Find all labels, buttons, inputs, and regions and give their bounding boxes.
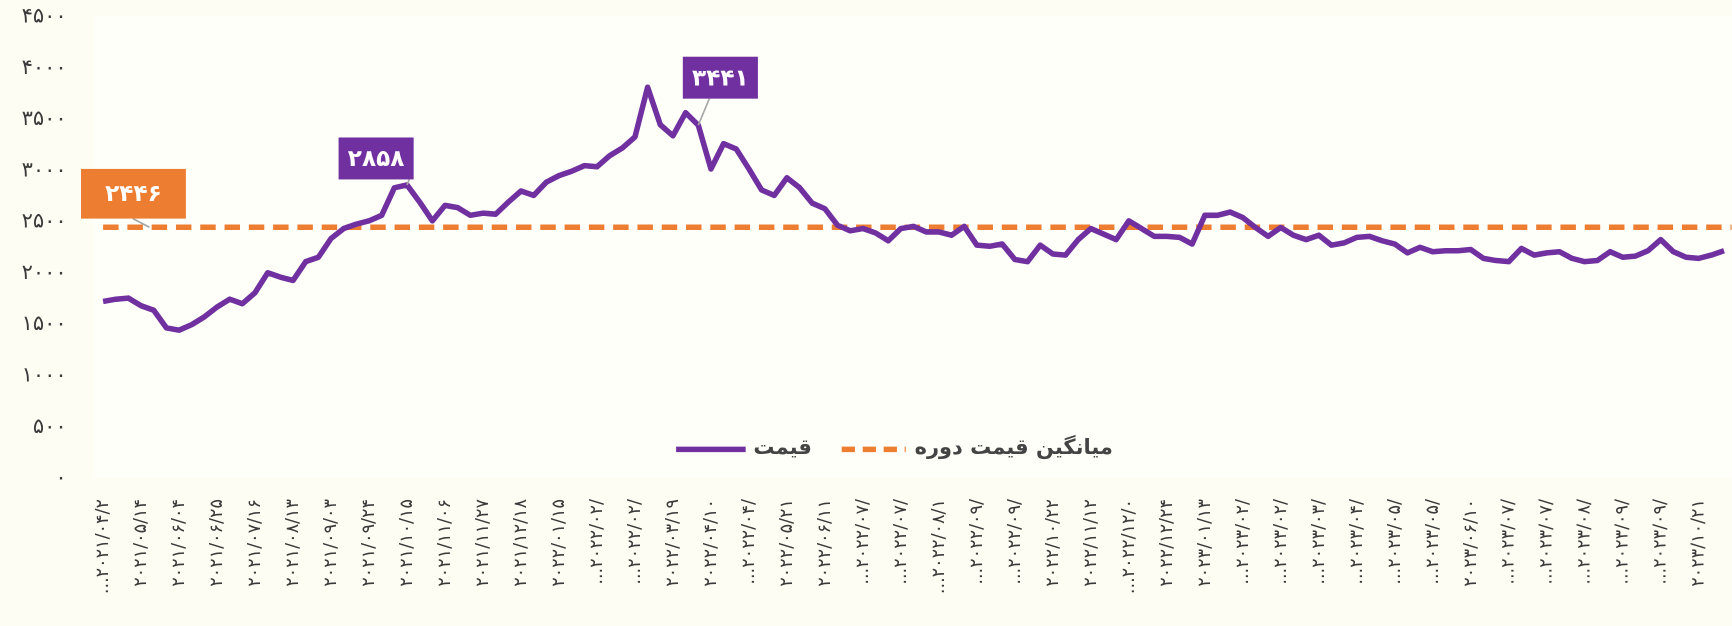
- leader-line: [406, 179, 410, 186]
- legend-label: قیمت: [753, 435, 812, 459]
- y-tick-label: ۲۵۰۰: [22, 209, 67, 233]
- x-tick-label: ...۲۰۲۳/۰۷/: [1499, 499, 1519, 585]
- x-tick-label: ۲۰۲۱/۰۹/۲۴: [359, 499, 379, 587]
- y-tick-label: ۳۰۰۰: [22, 157, 67, 181]
- x-tick-label: ...۲۰۲۲/۰۲/: [625, 499, 645, 585]
- x-tick-label: ۲۰۲۱/۱۱/۲۷: [473, 499, 493, 587]
- x-tick-label: ...۲۰۲۳/۰۸/: [1575, 499, 1595, 585]
- mean-label-box: [81, 168, 186, 219]
- x-tick-label: ۲۰۲۳/۱۰/۲۱: [1689, 499, 1709, 587]
- y-tick-label: ۴۵۰۰: [22, 4, 67, 28]
- x-tick-label: ۲۰۲۱/۰۶/۲۵: [207, 499, 227, 587]
- data-label-box: [682, 56, 758, 99]
- leader-line: [132, 217, 150, 228]
- x-tick-label: ۲۰۲۲/۰۱/۱۵: [549, 499, 569, 587]
- x-tick-label: ۲۰۲۳/۰۶/۱۰: [1461, 499, 1481, 587]
- x-tick-label: ۲۰۲۱/۰۸/۱۳: [283, 499, 303, 587]
- x-tick-label: ...۲۰۲۲/۰۲/: [587, 499, 607, 585]
- mean-label: ۲۴۴۶: [105, 180, 162, 207]
- x-tick-label: ۲۰۲۱/۰۶/۰۴: [169, 499, 189, 587]
- y-tick-label: ۱۵۰۰: [22, 311, 67, 335]
- x-tick-label: ...۲۰۲۲/۰۷/: [891, 499, 911, 585]
- y-tick-label: ۴۰۰۰: [22, 55, 67, 79]
- data-label: ۲۸۵۸: [348, 145, 405, 172]
- plot-area: [94, 16, 1732, 479]
- x-tick-label: ۲۰۲۱/۰۵/۱۴: [131, 499, 151, 587]
- x-tick-label: ...۲۰۲۳/۰۵/: [1423, 499, 1443, 585]
- y-tick-label: ۵۰۰: [33, 414, 67, 438]
- x-tick-label: ...۲۰۲۲/۰۴/: [739, 499, 759, 585]
- x-tick-label: ...۲۰۲۱/۰۴/۲: [93, 499, 113, 594]
- x-tick-label: ...۲۰۲۳/۰۵/: [1385, 499, 1405, 585]
- x-tick-label: ...۲۰۲۳/۰۹/: [1651, 499, 1671, 585]
- x-tick-label: ۲۰۲۱/۱۱/۰۶: [435, 499, 455, 587]
- leader-line: [697, 98, 711, 126]
- x-tick-label: ...۲۰۲۲/۱۲/۰: [1119, 499, 1139, 594]
- x-tick-label: ۲۰۲۱/۱۰/۱۵: [397, 499, 417, 587]
- x-tick-label: ۲۰۲۲/۱۰/۲۲: [1043, 499, 1063, 587]
- x-tick-label: ۲۰۲۱/۰۹/۰۳: [321, 499, 341, 587]
- x-tick-label: ۲۰۲۳/۰۱/۱۳: [1195, 499, 1215, 587]
- legend-label: میانگین قیمت دوره: [915, 434, 1113, 459]
- x-tick-label: ۲۰۲۲/۱۲/۲۴: [1157, 499, 1177, 587]
- x-tick-label: ...۲۰۲۳/۰۳/: [1309, 499, 1329, 585]
- x-tick-label: ...۲۰۲۳/۰۲/: [1233, 499, 1253, 585]
- x-tick-label: ...۲۰۲۳/۰۴/: [1347, 499, 1367, 585]
- x-tick-label: ۲۰۲۱/۰۷/۱۶: [245, 499, 265, 587]
- x-tick-label: ۲۰۲۱/۱۲/۱۸: [511, 499, 531, 587]
- data-label-box: [338, 137, 414, 180]
- x-tick-label: ...۲۰۲۳/۰۹/: [1613, 499, 1633, 585]
- x-tick-label: ۲۰۲۲/۰۵/۲۱: [777, 499, 797, 587]
- x-tick-label: ۲۰۲۲/۰۴/۱۰: [701, 499, 721, 587]
- x-tick-label: ...۲۰۲۳/۰۲/: [1271, 499, 1291, 585]
- y-tick-label: ۱۰۰۰: [22, 363, 67, 387]
- data-label: ۳۴۴۱: [692, 64, 749, 91]
- x-tick-label: ...۲۰۲۲/۰۹/: [967, 499, 987, 585]
- y-tick-label: ۲۰۰۰: [22, 260, 67, 284]
- x-tick-label: ...۲۰۲۳/۰۷/: [1537, 499, 1557, 585]
- x-tick-label: ...۲۰۲۲/۰۷/: [853, 499, 873, 585]
- price-line: [102, 84, 1725, 333]
- y-tick-label: ۳۵۰۰: [22, 106, 67, 130]
- x-tick-label: ۲۰۲۲/۰۶/۱۱: [815, 499, 835, 587]
- y-tick-label: ۰: [55, 465, 66, 489]
- x-tick-label: ۲۰۲۲/۰۳/۱۹: [663, 499, 683, 587]
- x-tick-label: ۲۰۲۲/۱۱/۱۲: [1081, 499, 1101, 587]
- series: [102, 84, 1725, 333]
- x-tick-label: ...۲۰۲۲/۰۹/: [1005, 499, 1025, 585]
- x-tick-label: ...۲۰۲۲/۰۸/۱: [929, 499, 949, 594]
